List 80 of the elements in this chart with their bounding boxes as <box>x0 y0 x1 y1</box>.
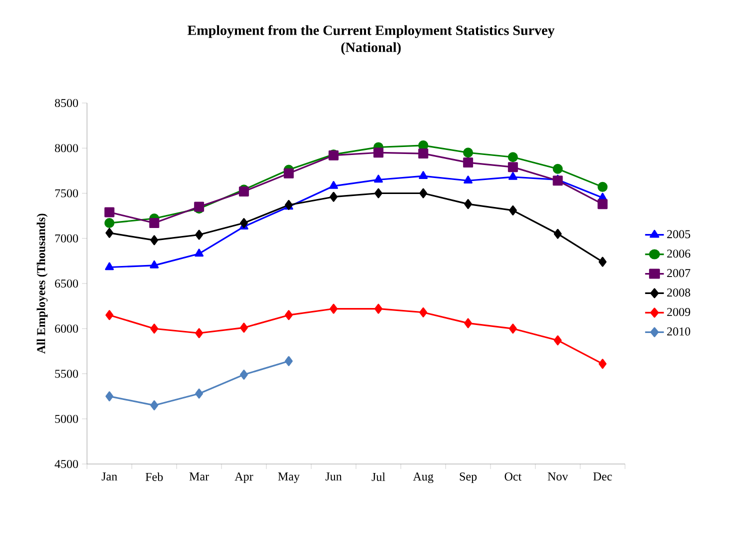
y-tick-label: 6000 <box>54 324 78 333</box>
point <box>374 174 383 183</box>
legend-label: 2005 <box>667 230 690 238</box>
point <box>195 230 204 240</box>
y-axis-title: All Employees (Thousands) <box>36 214 48 354</box>
point <box>240 322 248 333</box>
point <box>373 148 384 158</box>
point <box>464 176 473 184</box>
point <box>105 310 114 320</box>
point <box>554 335 562 346</box>
point <box>194 248 204 257</box>
point <box>240 370 248 380</box>
point <box>508 152 518 162</box>
point <box>104 207 114 218</box>
x-tick-label: Feb <box>146 472 163 481</box>
point <box>598 182 608 192</box>
x-tick-label: Mar <box>189 472 209 480</box>
point <box>284 168 294 178</box>
point <box>105 391 114 402</box>
x-tick-label: Sep <box>460 472 477 484</box>
x-tick-label: Dec <box>593 472 612 480</box>
y-tick-label: 6500 <box>54 279 78 288</box>
point <box>330 192 338 202</box>
point <box>284 310 293 320</box>
point <box>554 228 562 239</box>
point <box>150 235 158 246</box>
point <box>598 199 608 210</box>
x-tick-label: Jun <box>326 472 342 480</box>
chart-title: Employment from the Current Employment Statistics Survey <box>188 25 555 38</box>
point <box>508 162 518 172</box>
point <box>598 358 607 369</box>
y-tick-label: 8500 <box>54 98 78 108</box>
point <box>104 262 114 270</box>
point <box>195 328 204 338</box>
point <box>552 176 563 186</box>
point <box>105 228 114 238</box>
legend-label: 2010 <box>667 327 690 336</box>
point <box>149 218 160 228</box>
point <box>552 164 563 174</box>
legend-label: 2009 <box>667 308 690 316</box>
x-tick-label: Jul <box>372 472 386 481</box>
point <box>419 307 428 318</box>
x-tick-label: Oct <box>504 472 522 481</box>
point <box>104 218 114 228</box>
chart-subtitle: (National) <box>341 42 401 55</box>
point <box>598 256 607 267</box>
point <box>195 388 204 399</box>
x-tick-label: Jan <box>102 472 118 480</box>
point <box>419 188 428 198</box>
legend-label: 2007 <box>667 269 690 278</box>
point <box>418 171 428 179</box>
y-tick-label: 7000 <box>55 234 78 242</box>
y-tick-label: 8000 <box>54 144 78 152</box>
y-tick-label: 7500 <box>55 189 78 198</box>
point <box>150 400 158 410</box>
point <box>329 181 338 189</box>
x-tick-label: May <box>278 472 300 483</box>
point <box>330 304 338 314</box>
point <box>240 218 248 228</box>
point <box>284 356 293 366</box>
point <box>464 199 472 210</box>
y-tick-label: 5500 <box>55 370 78 378</box>
point <box>463 158 474 168</box>
y-tick-label: 5000 <box>55 414 78 423</box>
point <box>508 172 518 180</box>
point <box>464 318 472 328</box>
x-tick-label: Aug <box>413 472 434 484</box>
x-tick-label: Nov <box>548 472 568 480</box>
point <box>374 304 382 314</box>
point <box>463 148 474 158</box>
point <box>508 324 517 334</box>
x-tick-label: Apr <box>234 472 254 484</box>
legend-label: 2006 <box>667 250 690 258</box>
legend-label: 2008 <box>667 288 690 297</box>
y-tick-label: 4500 <box>54 460 78 468</box>
point <box>508 205 517 216</box>
point <box>418 148 428 159</box>
point <box>150 260 159 268</box>
point <box>374 188 382 198</box>
point <box>150 324 158 334</box>
